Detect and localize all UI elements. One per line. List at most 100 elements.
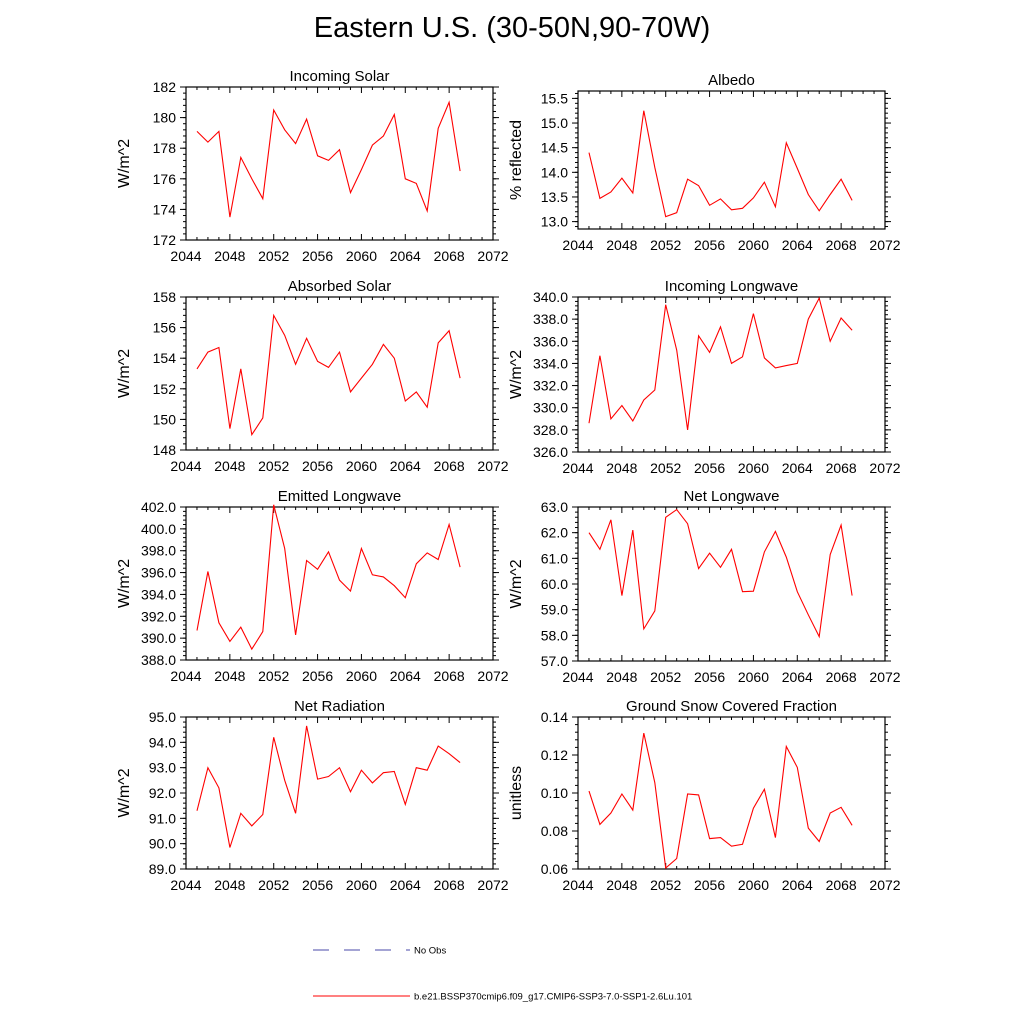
y-tick-label: 58.0: [541, 627, 568, 643]
x-tick-label: 2044: [170, 877, 201, 893]
legend: No Obs b.e21.BSSP370cmip6.f09_g17.CMIP6-S…: [313, 946, 692, 1003]
y-tick-label: 398.0: [141, 543, 176, 559]
y-tick-label: 95.0: [149, 709, 176, 725]
x-tick-label: 2072: [869, 669, 900, 685]
x-tick-label: 2060: [738, 877, 769, 893]
y-tick-label: 174: [153, 201, 177, 217]
x-tick-label: 2064: [390, 458, 421, 474]
y-axis-label: % reflected: [508, 120, 525, 200]
y-tick-label: 150: [153, 411, 177, 427]
x-tick-label: 2060: [346, 668, 377, 684]
x-tick-label: 2064: [390, 248, 421, 264]
x-tick-label: 2068: [434, 458, 465, 474]
y-tick-label: 0.08: [541, 823, 568, 839]
y-tick-label: 390.0: [141, 630, 176, 646]
y-tick-label: 182: [153, 79, 177, 95]
y-tick-label: 328.0: [533, 422, 568, 438]
y-tick-label: 63.0: [541, 499, 568, 515]
x-tick-label: 2056: [302, 877, 333, 893]
y-axis-label: W/m^2: [116, 768, 133, 817]
x-tick-label: 2056: [302, 668, 333, 684]
y-axis-label: W/m^2: [116, 349, 133, 398]
panel-7: 2044 2048 2052 2056 2060 2064 2068 2072 89.0 90.0…: [116, 698, 509, 893]
panel-1: 2044 2048 2052 2056 2060 2064 2068 2072 172 174 17…: [116, 68, 509, 264]
x-tick-label: 2072: [869, 237, 900, 253]
y-tick-label: 326.0: [533, 444, 568, 460]
y-tick-label: 394.0: [141, 586, 176, 602]
x-tick-label: 2060: [738, 460, 769, 476]
panel-title: Emitted Longwave: [278, 488, 401, 505]
y-axis-label: W/m^2: [508, 350, 525, 399]
x-tick-label: 2052: [650, 877, 681, 893]
x-tick-label: 2056: [694, 460, 725, 476]
x-tick-label: 2068: [434, 668, 465, 684]
plot-frame: [185, 296, 494, 451]
x-tick-label: 2060: [346, 877, 377, 893]
y-tick-label: 0.14: [541, 709, 568, 725]
x-tick-label: 2048: [214, 458, 245, 474]
y-tick-label: 13.0: [541, 214, 568, 230]
y-tick-label: 402.0: [141, 499, 176, 515]
x-tick-label: 2072: [477, 668, 508, 684]
y-tick-label: 0.12: [541, 747, 568, 763]
x-tick-label: 2044: [562, 669, 593, 685]
series-line: [588, 732, 853, 870]
y-tick-label: 156: [153, 320, 177, 336]
x-tick-label: 2064: [390, 877, 421, 893]
y-tick-label: 60.0: [541, 576, 568, 592]
y-tick-label: 152: [153, 381, 177, 397]
legend-label: No Obs: [414, 946, 446, 957]
plot-frame: [577, 90, 886, 230]
series-line: [196, 313, 461, 437]
y-tick-label: 158: [153, 289, 177, 305]
x-tick-label: 2056: [694, 669, 725, 685]
y-tick-label: 15.5: [541, 90, 568, 106]
series-line: [588, 508, 853, 639]
y-tick-label: 0.06: [541, 861, 568, 877]
x-tick-label: 2044: [170, 248, 201, 264]
series-line: [588, 110, 853, 218]
x-tick-label: 2052: [258, 458, 289, 474]
y-tick-label: 0.10: [541, 785, 568, 801]
x-tick-label: 2052: [650, 669, 681, 685]
series-line: [196, 100, 461, 218]
panel-2: 2044 2048 2052 2056 2060 2064 2068 2072 13.0 13.5…: [508, 72, 901, 253]
x-tick-label: 2060: [346, 248, 377, 264]
x-tick-label: 2052: [258, 668, 289, 684]
x-tick-label: 2064: [782, 877, 813, 893]
y-tick-label: 14.5: [541, 140, 568, 156]
x-tick-label: 2048: [606, 669, 637, 685]
x-tick-label: 2064: [782, 669, 813, 685]
panel-title: Net Radiation: [294, 698, 385, 715]
y-tick-label: 91.0: [149, 810, 176, 826]
x-tick-label: 2068: [826, 237, 857, 253]
x-tick-label: 2052: [258, 248, 289, 264]
x-tick-label: 2048: [214, 248, 245, 264]
x-tick-label: 2052: [650, 460, 681, 476]
y-tick-label: 57.0: [541, 653, 568, 669]
panel-title: Net Longwave: [684, 488, 780, 505]
x-tick-label: 2052: [650, 237, 681, 253]
y-tick-label: 62.0: [541, 525, 568, 541]
plot-frame: [185, 716, 494, 870]
y-tick-label: 13.5: [541, 189, 568, 205]
plot-frame: [577, 296, 886, 453]
plot-frame: [185, 86, 494, 241]
x-tick-label: 2060: [346, 458, 377, 474]
legend-label: b.e21.BSSP370cmip6.f09_g17.CMIP6-SSP3-7.…: [414, 992, 692, 1003]
figure-title: Eastern U.S. (30-50N,90-70W): [313, 12, 711, 44]
x-tick-label: 2060: [738, 237, 769, 253]
x-tick-label: 2068: [434, 248, 465, 264]
y-tick-label: 93.0: [149, 760, 176, 776]
y-tick-label: 392.0: [141, 608, 176, 624]
y-axis-label: unitless: [508, 766, 525, 820]
y-tick-label: 338.0: [533, 311, 568, 327]
y-tick-label: 92.0: [149, 785, 176, 801]
y-tick-label: 154: [153, 350, 177, 366]
x-tick-label: 2056: [302, 458, 333, 474]
x-tick-label: 2068: [434, 877, 465, 893]
x-tick-label: 2060: [738, 669, 769, 685]
panel-5: 2044 2048 2052 2056 2060 2064 2068 2072 388.0 390…: [116, 488, 509, 684]
